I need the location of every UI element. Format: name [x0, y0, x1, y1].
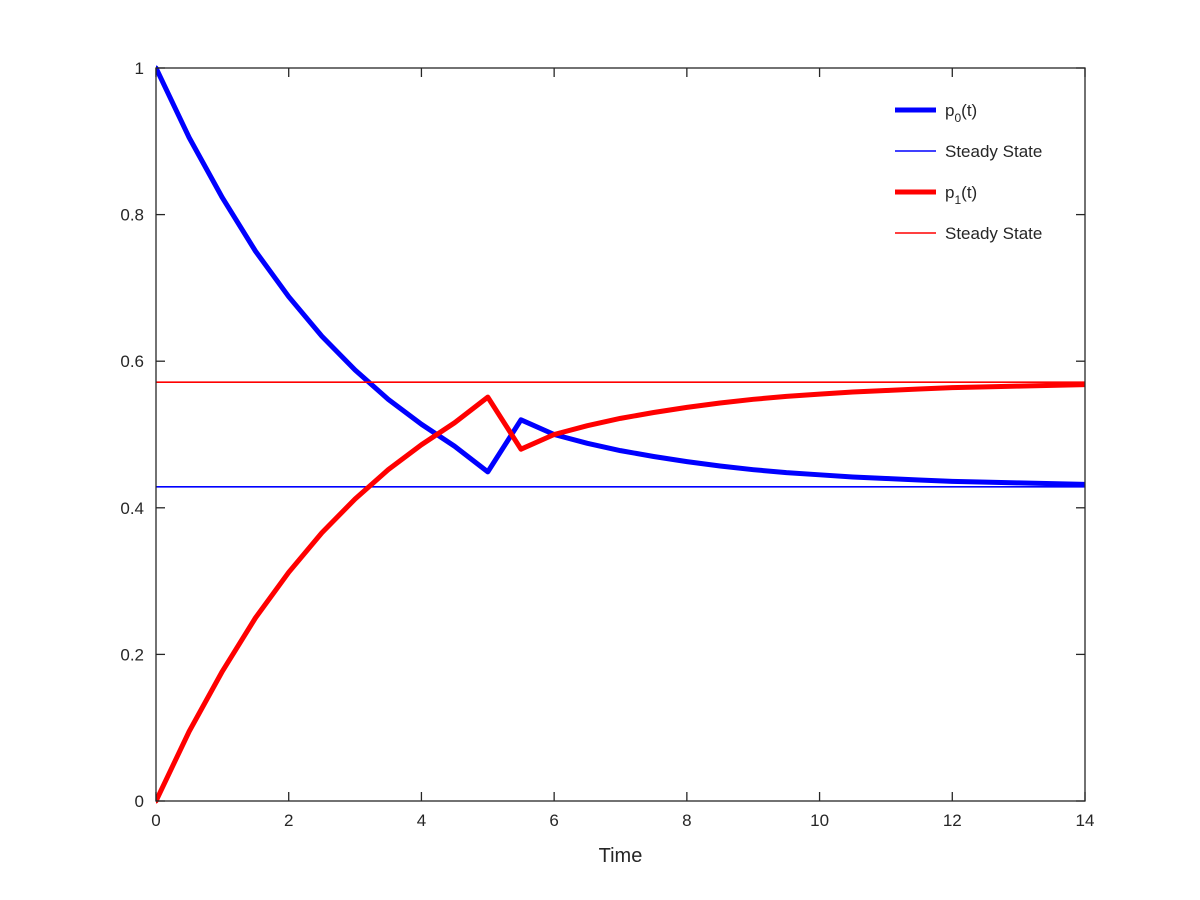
legend-label-3: Steady State [945, 224, 1042, 243]
legend-label-tail: (t) [961, 183, 977, 202]
x-tick-label: 6 [549, 811, 558, 830]
legend-label-subscript: 1 [954, 193, 961, 207]
legend-label-base: p [945, 183, 954, 202]
x-tick-label: 14 [1076, 811, 1095, 830]
x-tick-label: 10 [810, 811, 829, 830]
y-tick-label: 1 [135, 59, 144, 78]
legend-label-1: Steady State [945, 142, 1042, 161]
y-tick-label: 0.4 [120, 499, 144, 518]
series-line-2 [156, 382, 1085, 804]
x-tick-label: 12 [943, 811, 962, 830]
x-axis-label: Time [599, 845, 643, 867]
legend-label-2: p1(t) [945, 183, 977, 207]
series-line-0 [156, 65, 1085, 487]
x-tick-label: 2 [284, 811, 293, 830]
x-tick-label: 8 [682, 811, 691, 830]
legend-label-subscript: 0 [954, 111, 961, 125]
y-tick-label: 0.2 [120, 645, 144, 664]
x-tick-label: 4 [417, 811, 426, 830]
y-tick-label: 0.6 [120, 352, 144, 371]
axes-box [155, 67, 1086, 802]
legend-label-0: p0(t) [945, 101, 977, 125]
legend-label-base: p [945, 101, 954, 120]
x-tick-label: 0 [151, 811, 160, 830]
y-tick-label: 0 [135, 792, 144, 811]
y-tick-label: 0.8 [120, 206, 144, 225]
legend-label-tail: (t) [961, 101, 977, 120]
plot-area [156, 65, 1085, 804]
